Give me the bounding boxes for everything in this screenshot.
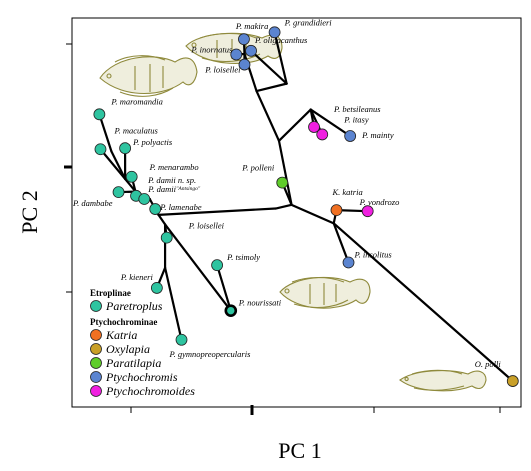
point-label-maromandia: P. maromandia	[110, 96, 162, 106]
point-grandidieri	[268, 26, 281, 39]
legend-label-katria: Katria	[105, 328, 137, 342]
tree-edge-n6-nourissati	[163, 223, 232, 312]
tree-edge-n11-n12	[255, 82, 288, 93]
legend-label-paretroplus: Paretroplus	[105, 299, 163, 313]
point-label-mainty: P. mainty	[361, 130, 394, 140]
point-label-dambabe: P. dambabe	[72, 198, 113, 208]
x-axis-title: PC 1	[278, 438, 321, 463]
legend-marker-oxylapia	[90, 343, 102, 355]
legend-label-paratilapia: Paratilapia	[105, 356, 161, 370]
point-label-vondrozo: P. vondrozo	[359, 197, 400, 207]
y-axis-title: PC 2	[17, 190, 42, 233]
point-label-makira: P. makira	[235, 21, 268, 31]
tree-edge-n14-mainty	[309, 108, 352, 138]
point-label-gymno: P. gymnopreopercularis	[169, 349, 252, 359]
point-insolitus	[342, 256, 355, 269]
legend-marker-ptychochromoides	[90, 385, 102, 397]
point-tsimoly	[211, 259, 224, 272]
point-katria	[330, 204, 343, 217]
point-label-damii: P. damii	[147, 184, 176, 194]
legend: Etroplinae Paretroplus Ptychochrominae K…	[90, 288, 195, 398]
point-loisellei_c	[238, 58, 251, 71]
point-inornatus	[230, 48, 243, 61]
point-oligacanthus	[245, 44, 257, 57]
plot-frame	[71, 17, 522, 408]
tree-edge-n5-n8	[157, 207, 277, 216]
point-labels: P. maromandia P. maculatus P. polyactis P. …	[72, 17, 501, 369]
point-vondrozo	[361, 205, 374, 218]
point-label-grandidieri: P. grandidieri	[284, 17, 333, 27]
legend-label-ptychochromoides: Ptychochromoides	[105, 384, 195, 398]
point-label-kieneri: P. kieneri	[120, 272, 154, 282]
point-mainty	[344, 130, 357, 142]
point-kieneri	[150, 282, 163, 294]
point-polleni	[276, 176, 289, 189]
point-label-loisellei_c: P. loisellei	[204, 65, 241, 75]
point-damii	[138, 193, 151, 205]
tree-edge-n8-n9	[274, 203, 293, 210]
point-label-nourissati: P. nourissati	[238, 298, 282, 308]
point-menarambo	[125, 170, 138, 183]
point-nourissati	[224, 304, 238, 317]
legend-group-etroplinae: Etroplinae	[90, 288, 131, 298]
tree-edge-n15-polli	[332, 222, 514, 383]
legend-label-oxylapia: Oxylapia	[106, 342, 150, 356]
point-label-maculatus: P. maculatus	[113, 125, 158, 135]
point-label-polleni: P. polleni	[241, 163, 275, 173]
point-label-insolitus: P. insolitus	[354, 250, 393, 260]
point-label-loisellei_p: P. loisellei	[188, 221, 225, 231]
point-maculatus	[94, 143, 107, 156]
tree-edge-n1-n2	[110, 150, 127, 180]
point-itasy	[316, 128, 329, 141]
point-label-inornatus: P. inornatus	[190, 45, 233, 55]
tree-edge-n10-n14	[277, 108, 312, 142]
point-maromandia	[93, 108, 106, 121]
fish-illustration-bottom-right	[399, 369, 487, 392]
legend-marker-paretroplus	[90, 300, 102, 312]
fish-illustration-top-left	[99, 55, 198, 97]
legend-marker-ptychochromis	[90, 371, 102, 383]
point-label-oligacanthus: P. oligacanthus	[254, 35, 308, 45]
point-label-tsimoly: P. tsimoly	[226, 252, 260, 262]
fish-illustration-middle-right	[279, 276, 371, 309]
point-makira	[238, 33, 250, 46]
point-label-menarambo: P. menarambo	[149, 162, 199, 172]
point-betsileanus	[308, 121, 320, 133]
point-label-polli: O. polli	[475, 359, 502, 369]
tree-edge-n2-n3	[124, 177, 137, 193]
point-polli	[506, 375, 519, 387]
axis-ticks	[64, 43, 501, 415]
point-polyactis	[119, 142, 132, 155]
point-label-betsileanus: P. betsileanus	[333, 104, 381, 114]
point-sublabel-damiinsp: "Antsingo"	[176, 186, 201, 192]
point-dambabe	[112, 186, 125, 199]
point-label-lamenabe: P. lamenabe	[159, 202, 202, 212]
tree-edge-n10-n11	[255, 89, 281, 142]
point-label-itasy: P. itasy	[343, 114, 369, 124]
tree-edge-n9-n15	[290, 203, 335, 225]
legend-marker-katria	[90, 329, 102, 341]
legend-marker-paratilapia	[90, 357, 102, 369]
legend-label-ptychochromis: Ptychochromis	[105, 370, 178, 384]
point-loisellei_p	[160, 231, 173, 244]
tree-edge-nourissati-tsimoly	[216, 264, 232, 312]
tree-edge-maculatus-n2	[99, 148, 127, 180]
legend-group-ptychochrominae: Ptychochrominae	[90, 317, 157, 327]
point-gymno	[175, 333, 188, 346]
tree-edge-n7-gymno	[163, 266, 183, 341]
data-points	[93, 26, 519, 387]
tree-edge-n9-n10	[277, 139, 293, 206]
point-label-polyactis: P. polyactis	[132, 137, 173, 147]
tree-edge-n5-n6	[157, 213, 167, 226]
tree-edge-n12-grandidieri	[273, 31, 288, 85]
tree-edge-n15-insolitus	[332, 222, 350, 264]
point-label-damiinsp: P. damii n. sp.	[147, 175, 196, 185]
tree-edge-maromandia-n1	[98, 113, 113, 153]
point-label-katria: K. katria	[331, 187, 362, 197]
tree-edge-n12-oligacanthus	[249, 49, 288, 85]
point-lamenabe	[149, 203, 162, 215]
